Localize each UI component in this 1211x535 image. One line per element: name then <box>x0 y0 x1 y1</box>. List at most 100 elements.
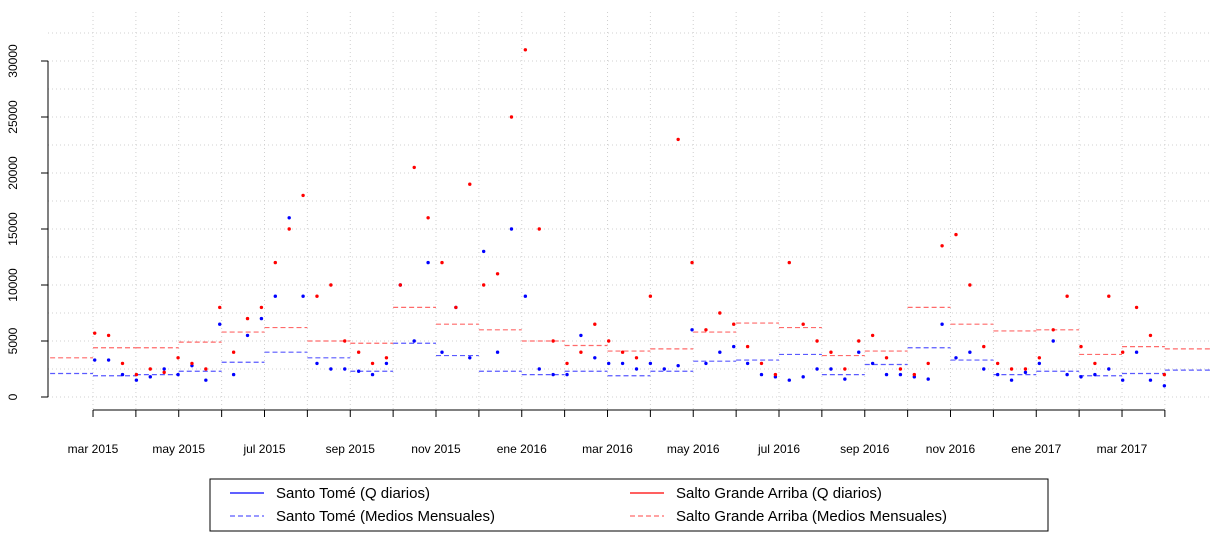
point <box>440 260 444 265</box>
point <box>1051 339 1055 343</box>
point <box>259 305 264 310</box>
point <box>718 311 722 315</box>
point <box>176 372 180 377</box>
point <box>634 367 639 371</box>
point <box>593 322 597 326</box>
point <box>343 367 347 371</box>
point <box>287 227 291 231</box>
point <box>523 294 528 298</box>
point <box>579 350 583 354</box>
point <box>1037 361 1042 366</box>
point <box>356 369 361 373</box>
point <box>982 344 986 349</box>
point <box>495 272 500 276</box>
point <box>495 350 500 354</box>
point <box>134 378 139 382</box>
point <box>106 333 111 338</box>
point <box>176 356 180 360</box>
y-tick-label: 20000 <box>6 156 20 190</box>
point <box>870 333 875 338</box>
point <box>1023 367 1028 371</box>
point <box>926 361 930 366</box>
point <box>898 367 903 371</box>
point <box>593 356 597 360</box>
point <box>884 372 889 377</box>
point <box>801 322 805 326</box>
point <box>481 249 486 254</box>
legend-label: Santo Tomé (Medios Mensuales) <box>276 508 495 525</box>
point <box>968 350 972 354</box>
point <box>787 378 791 382</box>
point <box>204 367 208 371</box>
point <box>93 331 97 335</box>
y-tick-label: 25000 <box>6 100 20 134</box>
point <box>370 372 375 377</box>
point <box>884 356 889 360</box>
point <box>759 361 764 366</box>
point <box>329 283 333 287</box>
x-tick-label: jul 2016 <box>757 442 800 456</box>
point <box>1134 305 1139 310</box>
point <box>982 367 986 371</box>
point <box>898 372 903 377</box>
point <box>426 260 430 265</box>
point <box>1065 294 1069 298</box>
point <box>384 356 389 360</box>
point <box>218 305 222 310</box>
y-tick-label: 10000 <box>6 268 20 302</box>
point <box>93 358 97 362</box>
x-tick-label: ene 2017 <box>1011 442 1061 456</box>
x-tick-label: mar 2015 <box>68 442 119 456</box>
point <box>926 377 930 381</box>
point <box>287 216 291 220</box>
point <box>245 316 250 321</box>
point <box>1107 367 1111 371</box>
point <box>481 283 486 287</box>
point <box>940 244 944 248</box>
point <box>676 363 680 368</box>
point <box>690 260 694 265</box>
point <box>732 344 736 349</box>
point <box>787 260 791 265</box>
point <box>662 367 666 371</box>
x-tick-label: may 2015 <box>152 442 205 456</box>
point <box>857 350 861 354</box>
point <box>759 372 764 377</box>
point <box>1079 344 1083 349</box>
x-tick-label: jul 2015 <box>242 442 285 456</box>
point <box>940 322 944 326</box>
point <box>398 283 403 287</box>
x-tick-label: nov 2016 <box>926 442 976 456</box>
point <box>1051 328 1055 332</box>
point <box>134 372 139 377</box>
point <box>704 328 708 332</box>
point <box>704 361 708 366</box>
point <box>1037 356 1042 360</box>
point <box>607 361 611 366</box>
point <box>870 361 875 366</box>
point <box>259 316 264 321</box>
point <box>190 361 194 366</box>
point <box>120 372 125 377</box>
point <box>523 48 528 52</box>
point <box>1107 294 1111 298</box>
point <box>273 260 278 265</box>
point <box>954 232 958 237</box>
point <box>1023 370 1028 375</box>
point <box>315 294 319 298</box>
point <box>301 294 305 298</box>
point <box>1148 333 1153 338</box>
point <box>648 361 653 366</box>
point <box>1120 378 1125 382</box>
point <box>343 339 347 343</box>
y-tick-label: 15000 <box>6 212 20 246</box>
point <box>370 361 375 366</box>
point <box>454 305 458 310</box>
point <box>356 350 361 354</box>
legend-label: Salto Grande Arriba (Q diarios) <box>676 485 882 502</box>
point <box>968 283 972 287</box>
point <box>412 165 416 170</box>
point <box>995 372 1000 377</box>
point <box>676 137 680 142</box>
point <box>745 344 750 349</box>
